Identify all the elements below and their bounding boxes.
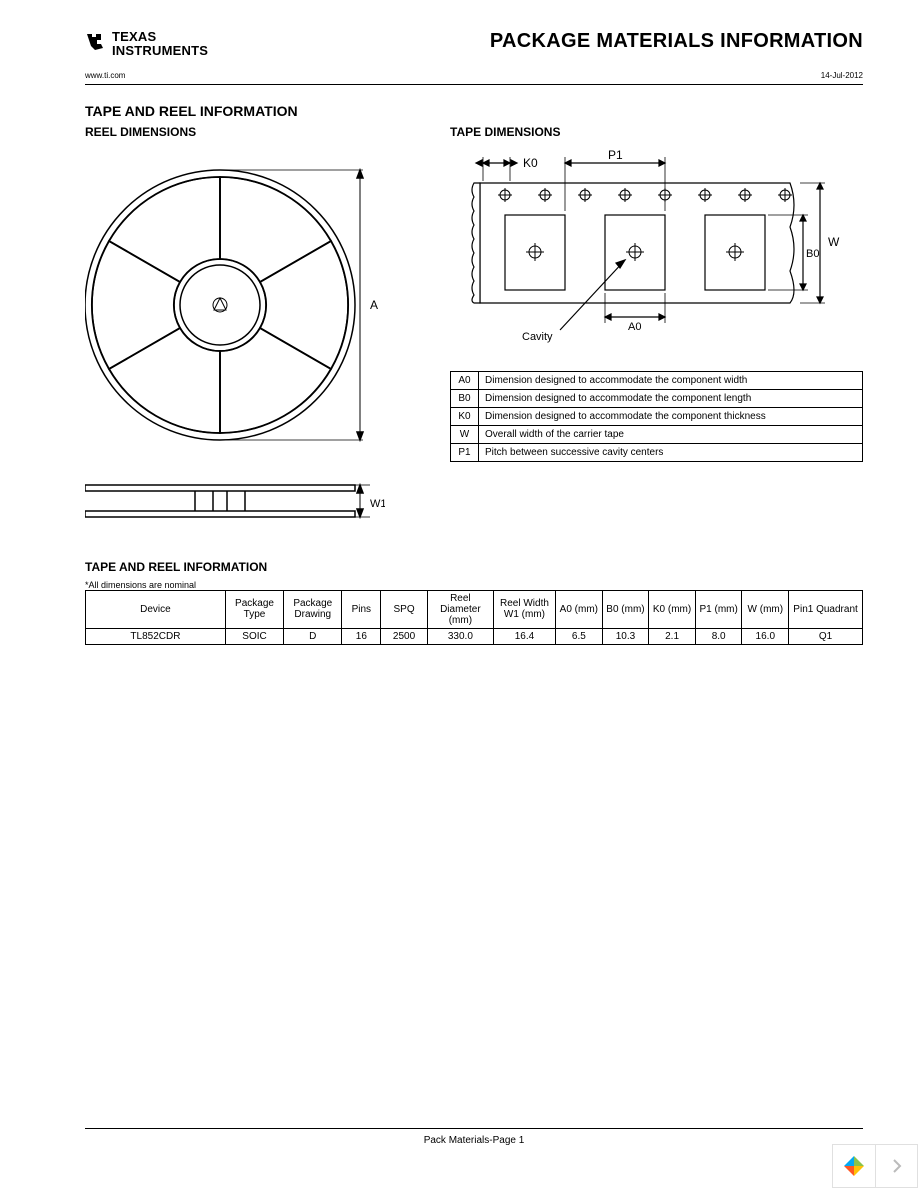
header-url: www.ti.com [85, 71, 125, 80]
chevron-right-icon [892, 1159, 902, 1173]
table-cell: 8.0 [695, 628, 742, 644]
svg-text:P1: P1 [608, 148, 623, 162]
table-cell: 6.5 [556, 628, 603, 644]
table-cell: 10.3 [602, 628, 649, 644]
section-title: TAPE AND REEL INFORMATION [85, 103, 863, 119]
tape-title: TAPE DIMENSIONS [450, 125, 863, 139]
page-title: PACKAGE MATERIALS INFORMATION [490, 30, 863, 53]
table-header: Reel Width W1 (mm) [493, 590, 555, 628]
legend-row: K0Dimension designed to accommodate the … [451, 407, 863, 425]
header-date: 14-Jul-2012 [821, 71, 863, 80]
table-cell: SOIC [225, 628, 283, 644]
table-header: Reel Diameter (mm) [427, 590, 493, 628]
legend-table: A0Dimension designed to accommodate the … [450, 371, 863, 462]
legend-row: A0Dimension designed to accommodate the … [451, 371, 863, 389]
table-header: Package Drawing [284, 590, 342, 628]
table-header: K0 (mm) [649, 590, 696, 628]
table-cell: D [284, 628, 342, 644]
header-rule [85, 84, 863, 85]
table-cell: TL852CDR [86, 628, 226, 644]
table-cell: 330.0 [427, 628, 493, 644]
legend-key: P1 [451, 443, 479, 461]
table-header: Device [86, 590, 226, 628]
table-header: B0 (mm) [602, 590, 649, 628]
table-cell: 16 [342, 628, 381, 644]
corner-next-button[interactable] [875, 1145, 917, 1187]
svg-text:Cavity: Cavity [522, 331, 553, 343]
legend-row: P1Pitch between successive cavity center… [451, 443, 863, 461]
tape-diagram: K0 P1 W B0 A0 Cavity [450, 145, 845, 350]
table-title: TAPE AND REEL INFORMATION [85, 560, 863, 574]
legend-key: A0 [451, 371, 479, 389]
legend-desc: Pitch between successive cavity centers [479, 443, 863, 461]
ti-icon [85, 30, 107, 52]
svg-text:A0: A0 [628, 321, 641, 333]
table-cell: 2.1 [649, 628, 696, 644]
footer-rule [85, 1128, 863, 1129]
corner-logo-icon [833, 1145, 875, 1187]
page-number: Pack Materials-Page 1 [85, 1135, 863, 1146]
table-header: Pin1 Quadrant [789, 590, 863, 628]
corner-widget [832, 1144, 918, 1188]
logo-line1: TEXAS [112, 30, 208, 44]
ti-logo: TEXAS INSTRUMENTS [85, 30, 208, 59]
legend-key: B0 [451, 389, 479, 407]
table-footnote: *All dimensions are nominal [85, 580, 863, 590]
table-header: Pins [342, 590, 381, 628]
table-header: W (mm) [742, 590, 789, 628]
legend-key: K0 [451, 407, 479, 425]
table-row: TL852CDRSOICD162500330.016.46.510.32.18.… [86, 628, 863, 644]
table-header: SPQ [381, 590, 428, 628]
legend-desc: Dimension designed to accommodate the co… [479, 389, 863, 407]
legend-row: WOverall width of the carrier tape [451, 425, 863, 443]
table-cell: Q1 [789, 628, 863, 644]
svg-text:A: A [370, 298, 378, 312]
reel-diagram: A W1 [85, 145, 385, 545]
data-table: DevicePackage TypePackage DrawingPinsSPQ… [85, 590, 863, 645]
svg-text:K0: K0 [523, 156, 538, 170]
table-header: P1 (mm) [695, 590, 742, 628]
table-header: A0 (mm) [556, 590, 603, 628]
legend-key: W [451, 425, 479, 443]
table-cell: 16.0 [742, 628, 789, 644]
svg-text:W: W [828, 235, 840, 249]
legend-row: B0Dimension designed to accommodate the … [451, 389, 863, 407]
logo-line2: INSTRUMENTS [112, 44, 208, 58]
reel-title: REEL DIMENSIONS [85, 125, 430, 139]
legend-desc: Dimension designed to accommodate the co… [479, 407, 863, 425]
table-cell: 16.4 [493, 628, 555, 644]
legend-desc: Overall width of the carrier tape [479, 425, 863, 443]
table-header: Package Type [225, 590, 283, 628]
table-cell: 2500 [381, 628, 428, 644]
legend-desc: Dimension designed to accommodate the co… [479, 371, 863, 389]
svg-text:W1: W1 [370, 498, 385, 510]
svg-text:B0: B0 [806, 248, 819, 260]
